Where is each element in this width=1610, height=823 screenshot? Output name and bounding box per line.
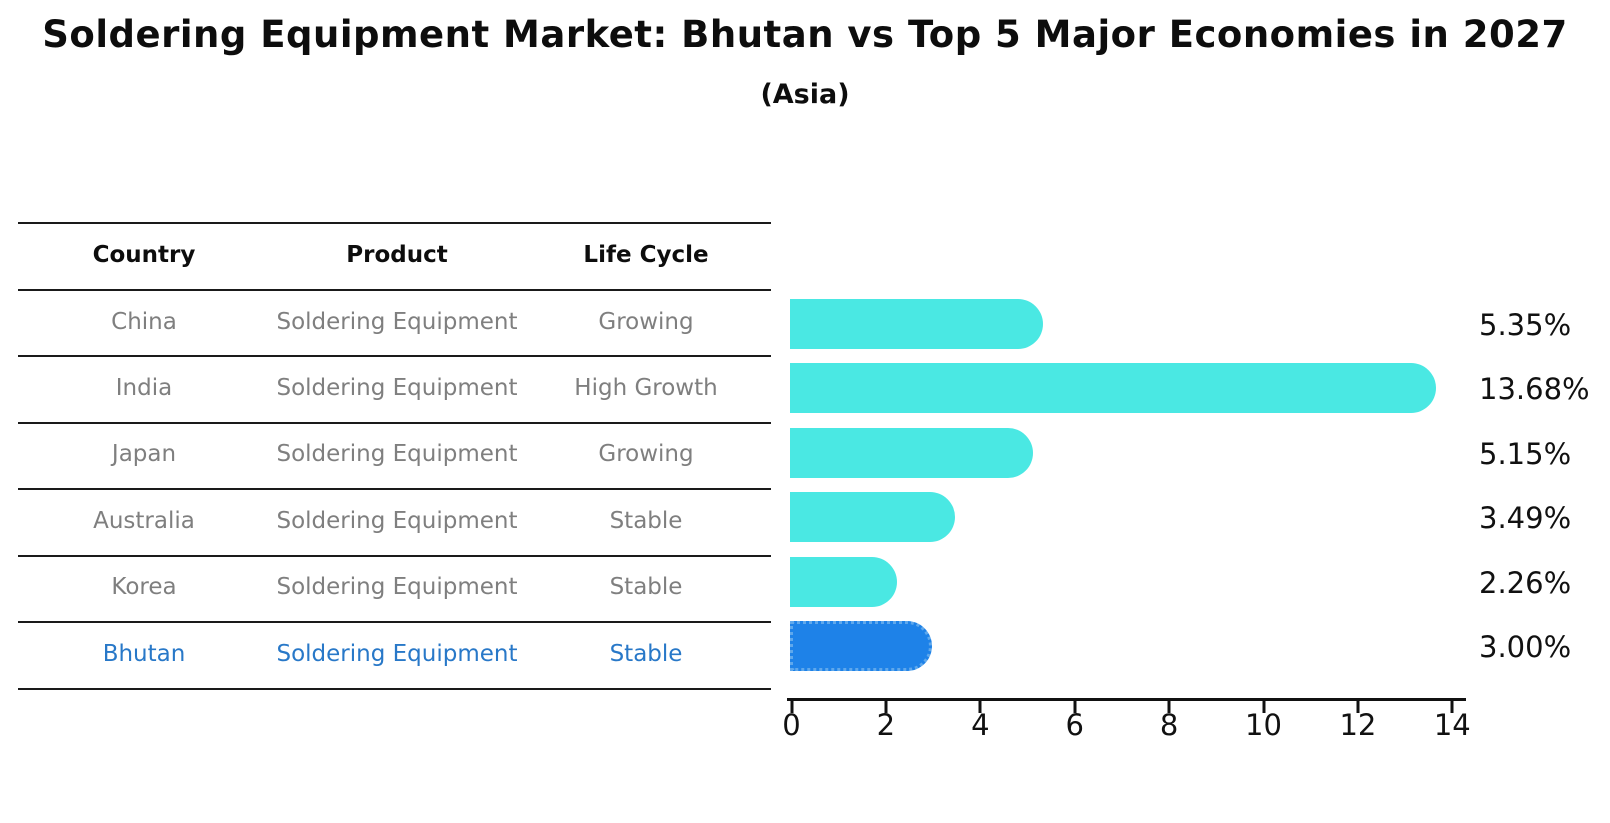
x-tick-label: 14 (1433, 708, 1471, 742)
bar-value-label: 5.15% (1479, 437, 1572, 471)
x-tick-label: 2 (876, 708, 896, 742)
x-tick-label: 6 (1065, 708, 1084, 742)
cell-product: Soldering Equipment (276, 508, 518, 534)
x-axis-tick (1450, 699, 1454, 713)
table-header-divider (18, 289, 771, 291)
cell-lifecycle: Growing (598, 309, 694, 335)
x-tick-label: 10 (1245, 708, 1282, 742)
bar-value-label: 13.68% (1479, 372, 1590, 406)
x-axis-tick (1167, 699, 1171, 713)
chart-subtitle: (Asia) (760, 79, 850, 110)
table-row-divider (18, 621, 771, 623)
x-tick-label: 0 (782, 708, 801, 742)
table-border-bottom (18, 688, 771, 690)
table-row-divider (18, 488, 771, 490)
bar-value-label: 3.49% (1479, 501, 1572, 535)
column-header-product: Product (346, 242, 448, 268)
cell-country: China (111, 309, 177, 335)
table-row-divider (18, 555, 771, 557)
cell-country: Japan (111, 441, 177, 467)
cell-lifecycle: High Growth (574, 375, 718, 401)
x-axis-tick (1262, 699, 1265, 713)
x-axis-tick (790, 699, 793, 713)
cell-lifecycle: Stable (609, 508, 683, 534)
cell-lifecycle: Growing (598, 441, 694, 467)
cell-product: Soldering Equipment (276, 375, 518, 401)
x-axis-line (787, 698, 1466, 701)
x-tick-label: 4 (971, 708, 990, 742)
bar-india (790, 363, 1436, 413)
table-row-divider (18, 355, 771, 357)
x-axis-tick (978, 699, 982, 713)
x-axis-tick (1073, 699, 1077, 713)
cell-product: Soldering Equipment (276, 309, 518, 335)
column-header-lifecycle: Life Cycle (583, 242, 709, 268)
x-tick-label: 12 (1339, 708, 1377, 742)
x-axis-tick (1356, 699, 1360, 713)
bar-japan (790, 428, 1034, 478)
cell-product: Soldering Equipment (276, 441, 518, 467)
cell-product: Soldering Equipment (276, 574, 518, 600)
bar-china (790, 299, 1043, 349)
cell-lifecycle: Stable (609, 574, 683, 600)
cell-product-bhutan: Soldering Equipment (276, 641, 518, 667)
bar-korea (790, 557, 897, 607)
bar-value-label: 5.35% (1479, 308, 1572, 342)
bar-value-label: 3.00% (1479, 630, 1572, 664)
table-row-divider (18, 422, 771, 424)
cell-country-bhutan: Bhutan (102, 641, 186, 667)
x-tick-label: 8 (1159, 708, 1179, 742)
cell-country: Australia (93, 508, 195, 534)
cell-country: India (115, 375, 173, 401)
bar-bhutan (790, 621, 932, 671)
cell-country: Korea (111, 574, 177, 600)
table-border-top (18, 222, 771, 224)
chart-title: Soldering Equipment Market: Bhutan vs To… (42, 13, 1568, 56)
x-axis-tick (884, 699, 888, 713)
cell-lifecycle-bhutan: Stable (609, 641, 683, 667)
bar-value-label: 2.26% (1479, 566, 1572, 600)
column-header-country: Country (92, 242, 196, 268)
bar-australia (790, 492, 955, 542)
